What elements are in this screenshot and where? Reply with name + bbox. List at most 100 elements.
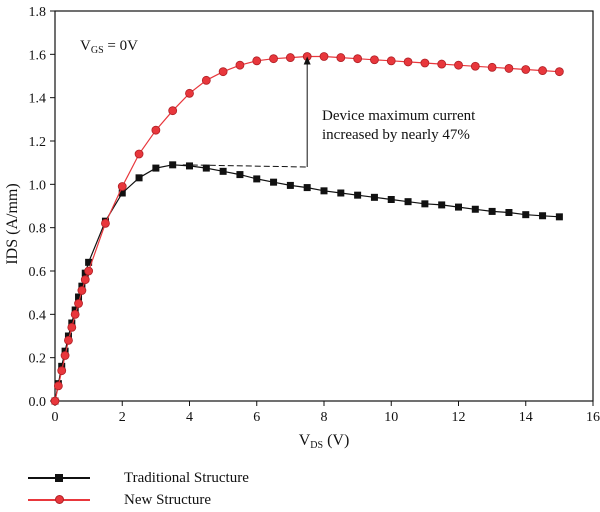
data-point bbox=[337, 189, 345, 197]
data-point bbox=[84, 266, 94, 276]
data-point bbox=[64, 335, 73, 345]
data-point bbox=[135, 174, 143, 182]
data-point bbox=[253, 175, 261, 183]
y-tick-label: 1.0 bbox=[29, 178, 47, 193]
y-tick-label: 1.6 bbox=[29, 48, 47, 63]
data-point bbox=[50, 396, 60, 406]
y-tick-label: 0.0 bbox=[29, 395, 47, 410]
data-point bbox=[403, 57, 413, 67]
data-point bbox=[471, 205, 479, 213]
data-point bbox=[117, 182, 127, 191]
y-tick-label: 0.6 bbox=[29, 265, 47, 280]
data-point bbox=[74, 299, 83, 308]
x-tick-label: 8 bbox=[321, 410, 328, 425]
data-point bbox=[169, 161, 177, 169]
data-point bbox=[202, 164, 210, 172]
data-point bbox=[386, 56, 396, 66]
data-point bbox=[354, 191, 362, 199]
axes: 0 2 4 6 8 10 12 14 16 0.0 0.2 0.4 0.6 0.8 1.0 1.2 1.4 1.6… bbox=[29, 5, 600, 425]
series-new bbox=[50, 52, 564, 406]
data-point bbox=[252, 56, 262, 66]
data-point bbox=[421, 200, 429, 208]
data-point bbox=[370, 55, 379, 65]
data-point bbox=[70, 309, 80, 319]
data-point bbox=[538, 66, 547, 75]
series-layer bbox=[50, 52, 564, 406]
data-point bbox=[57, 366, 67, 376]
data-point bbox=[454, 60, 463, 70]
data-point bbox=[201, 75, 211, 85]
data-point bbox=[60, 351, 70, 360]
annotation-layer: VGS = 0V Device maximum current increase… bbox=[80, 38, 476, 168]
data-point bbox=[219, 167, 227, 175]
data-point bbox=[101, 218, 110, 228]
data-point bbox=[67, 322, 77, 332]
data-point bbox=[286, 181, 294, 189]
x-tick-label: 14 bbox=[519, 410, 533, 425]
legend-label-traditional: Traditional Structure bbox=[124, 469, 249, 486]
data-point bbox=[151, 125, 161, 135]
series-traditional bbox=[51, 161, 563, 405]
data-point bbox=[118, 189, 126, 197]
vgs-label: VGS = 0V bbox=[80, 38, 138, 56]
series-line bbox=[54, 164, 560, 402]
data-point bbox=[320, 187, 328, 195]
data-point bbox=[470, 61, 480, 71]
y-tick-label: 1.2 bbox=[29, 135, 47, 150]
x-axis-title: VDS (V) bbox=[299, 432, 350, 451]
x-tick-label: 16 bbox=[586, 410, 600, 425]
x-tick-label: 10 bbox=[384, 410, 398, 425]
x-tick-label: 2 bbox=[119, 410, 126, 425]
legend-item-new: New Structure bbox=[28, 489, 249, 511]
data-point bbox=[270, 178, 278, 186]
data-point bbox=[134, 149, 144, 159]
legend-swatch-new bbox=[28, 493, 90, 507]
legend-swatch-traditional bbox=[28, 471, 90, 485]
data-point bbox=[336, 53, 346, 62]
legend-label-new: New Structure bbox=[124, 491, 212, 508]
data-point bbox=[505, 209, 513, 216]
data-point bbox=[370, 193, 378, 201]
x-tick-label: 6 bbox=[253, 410, 260, 425]
data-point bbox=[152, 164, 160, 172]
data-point bbox=[75, 293, 83, 301]
y-tick-label: 0.4 bbox=[29, 308, 47, 323]
data-point bbox=[522, 211, 530, 219]
data-point bbox=[387, 196, 395, 203]
data-point bbox=[285, 53, 295, 62]
x-tick-label: 12 bbox=[452, 410, 466, 425]
y-axis-title: IDS (A/mm) bbox=[4, 183, 21, 264]
data-point bbox=[303, 184, 311, 192]
data-point bbox=[186, 162, 193, 170]
data-point bbox=[235, 60, 245, 70]
legend: Traditional Structure New Structure bbox=[28, 467, 249, 511]
annotation-line-2: increased by nearly 47% bbox=[322, 127, 470, 143]
x-tick-label: 0 bbox=[52, 410, 59, 425]
data-point bbox=[85, 258, 93, 266]
y-tick-label: 0.2 bbox=[29, 352, 47, 367]
chart-plot: 0 2 4 6 8 10 12 14 16 0.0 0.2 0.4 0.6 0.8 1.0 1.2 1.4 1.6… bbox=[4, 5, 600, 451]
arrow-head bbox=[303, 56, 311, 65]
x-tick-label: 4 bbox=[186, 410, 193, 425]
data-point bbox=[455, 203, 462, 211]
data-point bbox=[420, 58, 430, 68]
data-point bbox=[438, 201, 446, 209]
data-point bbox=[185, 88, 194, 98]
data-point bbox=[236, 171, 244, 179]
data-point bbox=[554, 67, 564, 77]
legend-item-traditional: Traditional Structure bbox=[28, 467, 249, 489]
data-point bbox=[269, 54, 278, 64]
data-point bbox=[487, 62, 497, 72]
y-tick-label: 1.4 bbox=[29, 92, 47, 107]
data-point bbox=[77, 286, 87, 295]
annotation-line-1: Device maximum current bbox=[322, 108, 476, 124]
data-point bbox=[539, 212, 547, 220]
y-tick-label: 0.8 bbox=[29, 222, 47, 237]
data-point bbox=[218, 67, 228, 77]
data-point bbox=[319, 52, 329, 61]
data-point bbox=[504, 64, 514, 73]
data-point bbox=[437, 59, 447, 69]
data-point bbox=[488, 207, 496, 215]
dashed-reference-line bbox=[182, 164, 308, 168]
data-point bbox=[404, 198, 412, 206]
